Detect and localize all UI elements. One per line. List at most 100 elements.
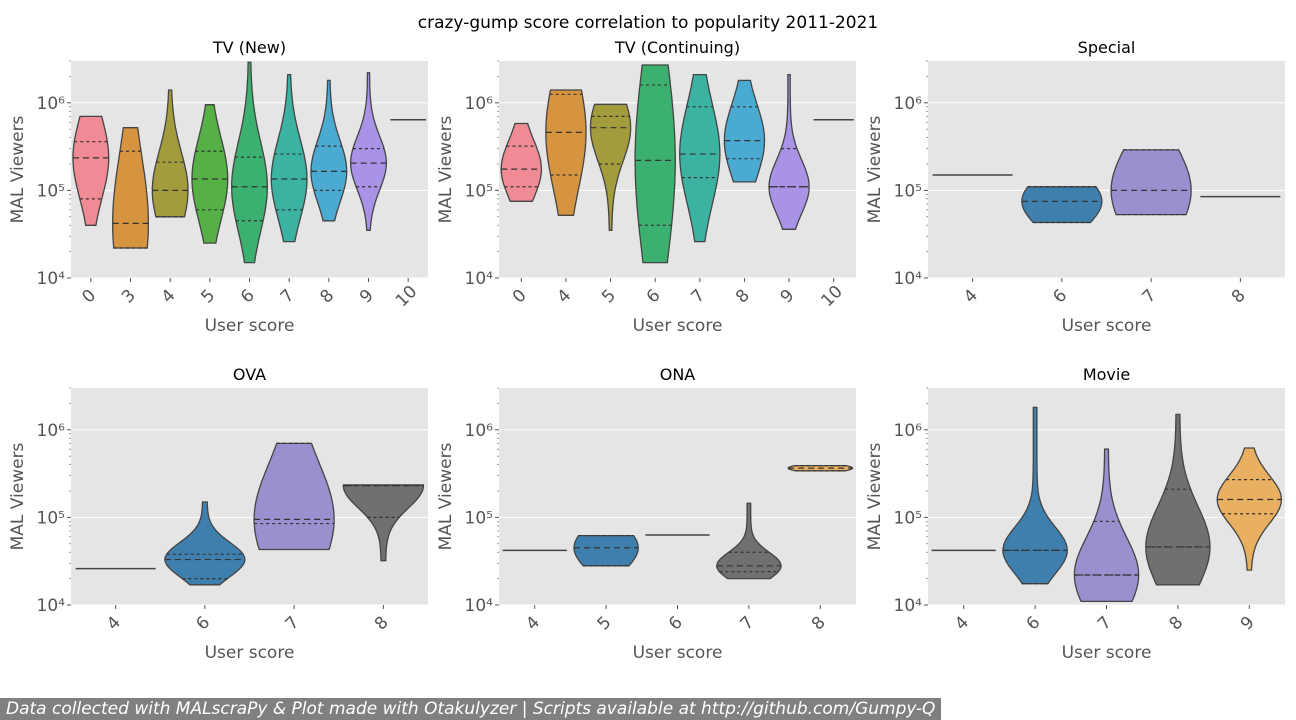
y-tick-label: 10⁴: [465, 269, 494, 289]
x-tick-label: 8: [371, 613, 393, 635]
y-tick-label: 10⁴: [894, 596, 923, 616]
subplot-title: Special: [1078, 38, 1136, 57]
subplot-movie: 10⁴ 10⁵ 10⁶ Movie MAL Viewers User score 4 6 7 8 9: [865, 365, 1285, 663]
violin-6: [634, 64, 676, 264]
subplot-title: Movie: [1083, 365, 1130, 384]
violin-body: [1145, 413, 1211, 586]
y-axis-label: MAL Viewers: [865, 442, 885, 550]
x-tick-label: 10: [392, 282, 421, 311]
violin-9: [768, 73, 810, 230]
x-tick-label: 10: [817, 282, 846, 311]
x-tick-label: 4: [103, 613, 125, 635]
violin-body: [500, 122, 543, 202]
y-axis-label: MAL Viewers: [865, 115, 885, 223]
y-tick-label: 10⁶: [894, 421, 923, 441]
violin-body: [1021, 186, 1103, 224]
subplot-title: TV (Continuing): [614, 38, 740, 57]
violin-9: [349, 72, 388, 231]
x-tick-label: 6: [1049, 286, 1071, 308]
violin-7: [253, 442, 335, 551]
violin-7: [1073, 448, 1140, 603]
violin-body: [231, 61, 269, 264]
x-tick-label: 7: [1139, 286, 1161, 308]
violin-5: [191, 104, 229, 244]
y-tick-label: 10⁵: [894, 508, 922, 528]
violin-6: [1002, 406, 1068, 585]
x-tick-label: 0: [509, 286, 531, 308]
violin-4: [151, 89, 189, 218]
violin-8: [1145, 413, 1211, 586]
x-tick-label: 7: [1094, 613, 1116, 635]
violin-body: [112, 127, 149, 249]
violin-body: [679, 73, 721, 243]
x-axis-label: User score: [205, 643, 295, 663]
subplot-tv-new: 10⁴ 10⁵ 10⁶ TV (New) MAL Viewers User score 0 3…: [8, 38, 428, 336]
y-axis-label: MAL Viewers: [8, 115, 28, 223]
violin-6: [1021, 186, 1103, 224]
x-tick-label: 8: [1228, 286, 1250, 308]
violin-7: [270, 73, 308, 243]
x-tick-label: 8: [1165, 613, 1187, 635]
y-tick-label: 10⁵: [37, 181, 65, 201]
x-tick-label: 7: [277, 286, 299, 308]
violin-body: [1110, 149, 1192, 216]
violin-5: [589, 103, 632, 231]
y-tick-label: 10⁴: [37, 596, 66, 616]
violin-body: [1216, 447, 1283, 571]
violin-4: [545, 89, 587, 216]
violin-6: [231, 61, 269, 264]
figure-title: crazy-gump score correlation to populari…: [418, 13, 878, 33]
y-axis-label: MAL Viewers: [436, 442, 456, 550]
y-tick-label: 10⁴: [465, 596, 494, 616]
footer-credit: Data collected with MALscraPy & Plot mad…: [0, 698, 942, 720]
x-axis-label: User score: [1062, 316, 1152, 336]
violin-7: [1110, 149, 1192, 216]
violin-body: [545, 89, 587, 216]
x-axis-label: User score: [633, 316, 723, 336]
x-tick-label: 5: [594, 613, 616, 635]
subplot-title: ONA: [660, 365, 696, 384]
x-tick-label: 3: [118, 286, 140, 308]
x-tick-label: 6: [1023, 613, 1045, 635]
violin-body: [716, 502, 782, 580]
violin-body: [151, 89, 189, 218]
x-axis-label: User score: [1062, 643, 1152, 663]
violin-body: [191, 104, 229, 244]
y-tick-label: 10⁶: [37, 94, 66, 114]
subplot-title: OVA: [233, 365, 266, 384]
violin-8: [342, 484, 425, 562]
y-tick-label: 10⁶: [465, 421, 494, 441]
subplot-ona: 10⁴ 10⁵ 10⁶ ONA MAL Viewers User score 4 5 6 7 8: [436, 365, 856, 663]
y-tick-label: 10⁶: [465, 94, 494, 114]
violin-body: [768, 73, 810, 230]
violin-8: [723, 79, 766, 183]
violin-body: [349, 72, 388, 231]
y-tick-label: 10⁴: [37, 269, 66, 289]
y-tick-label: 10⁴: [894, 269, 923, 289]
y-tick-label: 10⁶: [894, 94, 923, 114]
violin-8: [787, 464, 854, 472]
x-tick-label: 9: [356, 286, 378, 308]
x-tick-label: 4: [522, 613, 544, 635]
x-tick-label: 7: [736, 613, 758, 635]
x-tick-label: 6: [643, 286, 665, 308]
x-tick-label: 8: [808, 613, 830, 635]
y-axis-label: MAL Viewers: [8, 442, 28, 550]
x-tick-label: 9: [1237, 613, 1259, 635]
x-tick-label: 0: [78, 286, 100, 308]
y-tick-label: 10⁵: [894, 181, 922, 201]
violin-body: [589, 103, 632, 231]
x-tick-label: 8: [732, 286, 754, 308]
x-axis-label: User score: [205, 316, 295, 336]
plot-area: [499, 388, 856, 605]
violin-body: [164, 501, 246, 586]
violin-body: [723, 79, 766, 183]
y-tick-label: 10⁵: [465, 508, 493, 528]
x-tick-label: 7: [282, 613, 304, 635]
violin-0: [500, 122, 543, 202]
x-tick-label: 4: [158, 286, 180, 308]
x-tick-label: 5: [197, 286, 219, 308]
x-tick-label: 6: [237, 286, 259, 308]
y-tick-label: 10⁶: [37, 421, 66, 441]
